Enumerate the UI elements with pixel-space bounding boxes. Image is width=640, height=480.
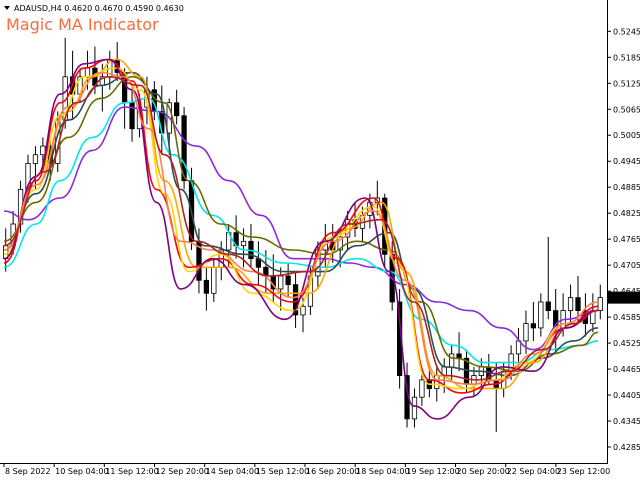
- candle-body: [449, 353, 455, 368]
- candle-body: [211, 266, 217, 294]
- ma-line-2: [3, 97, 599, 364]
- y-tick-label: 0.4285: [613, 443, 640, 452]
- ma-line-8: [3, 58, 599, 420]
- candle-body: [337, 236, 343, 251]
- ma-line-10: [3, 75, 599, 381]
- candle-body: [597, 297, 603, 312]
- y-tick-label: 0.4525: [613, 339, 640, 348]
- candle-body: [203, 279, 210, 294]
- candle-body: [40, 145, 46, 156]
- y-tick-label: 0.4345: [613, 417, 640, 426]
- candle-body: [174, 102, 180, 117]
- y-tick-label: 0.4945: [613, 157, 640, 166]
- ma-line-1: [3, 106, 599, 351]
- ma-line-6: [3, 58, 599, 394]
- x-tick-label: 16 Sep 20:00: [306, 467, 359, 476]
- x-tick-label: 22 Sep 04:00: [507, 467, 560, 476]
- y-tick-label: 0.5185: [613, 53, 640, 62]
- candle-body: [32, 154, 39, 164]
- y-tick-label: 0.4585: [613, 313, 640, 322]
- y-tick-label: 0.4465: [613, 365, 640, 374]
- ma-line-9: [3, 71, 599, 386]
- candle-body: [278, 275, 284, 290]
- symbol-dropdown-triangle-icon[interactable]: [4, 6, 10, 10]
- y-tick-label: 0.5005: [613, 131, 640, 140]
- x-tick-label: 20 Sep 20:00: [457, 467, 510, 476]
- x-tick-label: 12 Sep 20:00: [156, 467, 209, 476]
- x-tick-label: 14 Sep 04:00: [206, 467, 259, 476]
- y-tick-label: 0.4825: [613, 209, 640, 218]
- candle-body: [538, 301, 544, 329]
- candle-body: [240, 240, 247, 247]
- moving-average-lines: [3, 58, 599, 420]
- price-axis: 0.5245 0.5185 0.5125 0.5065 0.5005 0.4945 0.48…: [607, 27, 640, 452]
- ma-line-3: [3, 75, 599, 373]
- candle-body: [181, 115, 187, 182]
- x-tick-label: 15 Sep 12:00: [256, 467, 309, 476]
- candle-body: [545, 301, 551, 312]
- candle-body: [567, 297, 574, 312]
- candle-body: [523, 323, 529, 342]
- x-tick-label: 18 Sep 04:00: [356, 467, 409, 476]
- candle-body: [419, 379, 425, 398]
- x-tick-label: 23 Sep 12:00: [557, 467, 610, 476]
- indicator-title: Magic MA Indicator: [6, 15, 159, 34]
- y-tick-label: 0.4705: [613, 261, 640, 270]
- symbol-info: ADAUSD,H4 0.4620 0.4670 0.4590 0.4630: [14, 4, 184, 13]
- last-price-marker: 0.4630: [608, 291, 640, 304]
- x-tick-label: 10 Sep 04:00: [55, 467, 108, 476]
- x-tick-label: 11 Sep 12:00: [105, 467, 158, 476]
- y-tick-label: 0.5245: [613, 27, 640, 36]
- y-tick-label: 0.4765: [613, 235, 640, 244]
- y-tick-label: 0.4405: [613, 391, 640, 400]
- chart-header: ADAUSD,H4 0.4620 0.4670 0.4590 0.4630 Ma…: [4, 4, 184, 34]
- candle-body: [456, 353, 462, 359]
- candle-body: [285, 275, 291, 286]
- last-price-box: [608, 291, 640, 304]
- last-price-label: 0.4630: [611, 294, 639, 303]
- candle-body: [575, 297, 581, 312]
- x-tick-label: 8 Sep 2022: [5, 467, 51, 476]
- candle-body: [129, 102, 135, 130]
- candle-body: [530, 323, 537, 329]
- candle-body: [300, 305, 306, 316]
- candle-body: [411, 396, 418, 420]
- y-tick-label: 0.5125: [613, 79, 640, 88]
- y-tick-label: 0.4885: [613, 183, 640, 192]
- y-tick-label: 0.5065: [613, 105, 640, 114]
- x-tick-label: 19 Sep 12:00: [406, 467, 459, 476]
- candle-body: [84, 67, 91, 78]
